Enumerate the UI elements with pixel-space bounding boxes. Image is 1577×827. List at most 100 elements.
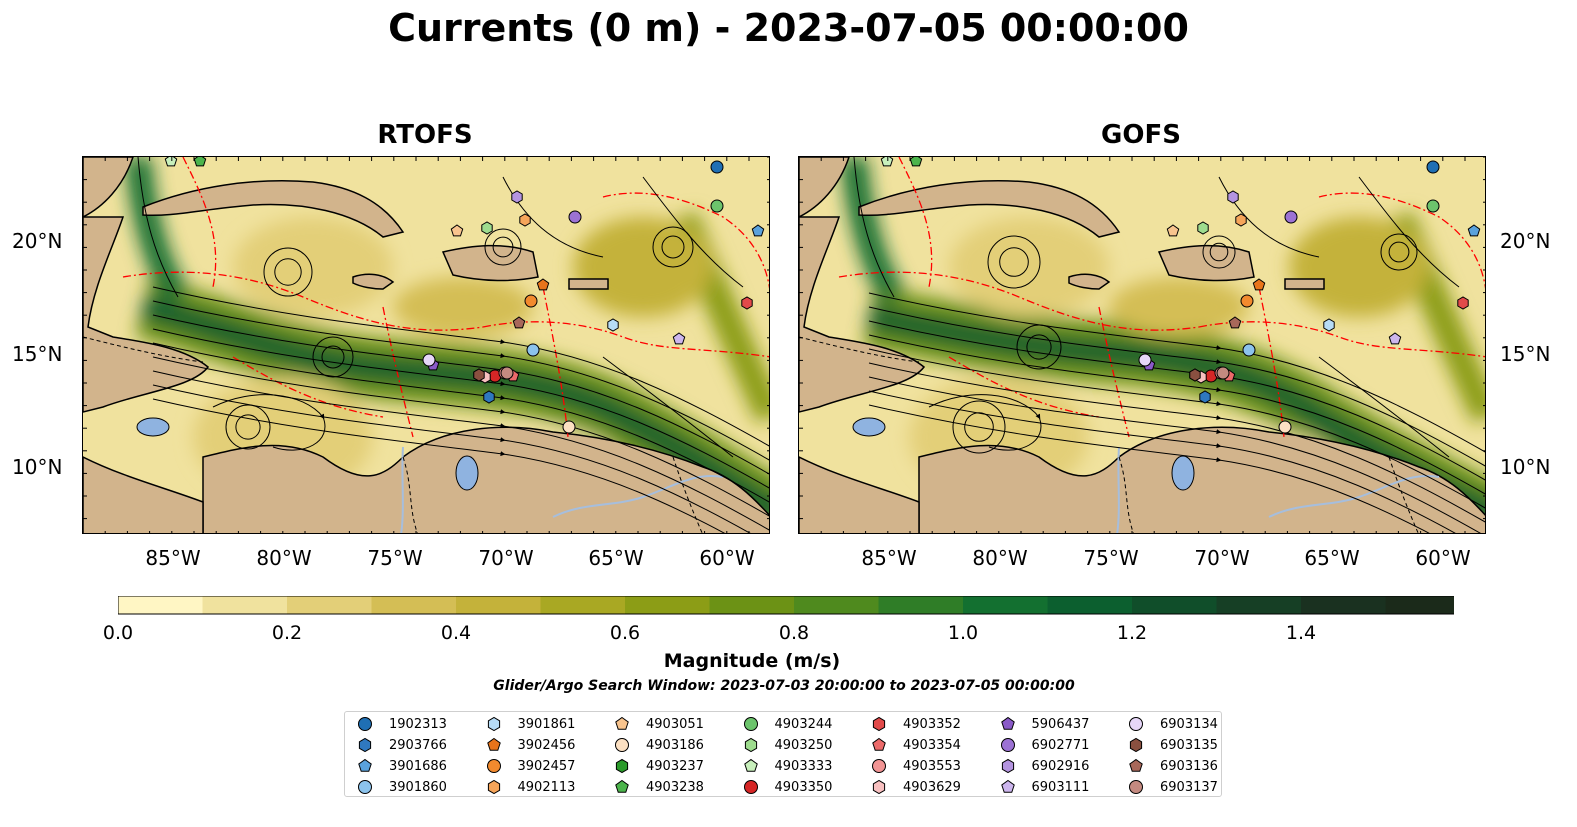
yucatan-land [799, 157, 850, 218]
eddy [274, 258, 302, 286]
eddy [484, 228, 522, 266]
eez-boundary [382, 306, 414, 438]
float-marker [422, 353, 436, 367]
rtofs-current-map [82, 156, 770, 534]
float-marker [1426, 199, 1440, 213]
eddy [235, 414, 261, 440]
legend-marker [872, 716, 886, 732]
legend-marker-icon [615, 758, 629, 774]
weak-area [393, 277, 533, 337]
float-marker [1240, 294, 1254, 308]
south-america-land [202, 426, 769, 533]
legend-marker [743, 780, 758, 794]
lon-label-65w-right: 65°W [1304, 546, 1360, 570]
legend-label: 1902313 [389, 716, 447, 732]
lake-nicaragua [852, 417, 886, 437]
legend-label: 4903250 [774, 737, 833, 753]
float-marker [524, 294, 538, 308]
legend-item: 4902113 [486, 778, 575, 796]
gofs-current-map [798, 156, 1486, 534]
legend-item: 6903111 [1000, 778, 1089, 796]
float-marker [880, 157, 894, 167]
float-marker [909, 157, 923, 167]
legend-marker-icon [1000, 738, 1015, 752]
lake-nicaragua [136, 417, 170, 437]
legend-marker [872, 737, 886, 751]
legend-label: 3902457 [517, 758, 576, 774]
eddy [1016, 324, 1062, 370]
lat-label-15n-right: 15°N [1500, 342, 1551, 366]
legend-label: 6903134 [1160, 716, 1218, 732]
legend-marker-icon [615, 716, 629, 730]
float-marker [1323, 318, 1335, 332]
colorbar-tick: 0.8 [778, 622, 810, 644]
streamline [152, 328, 769, 489]
panama-land [799, 456, 920, 533]
legend-marker-icon [743, 717, 758, 731]
colorbar-segment [540, 596, 626, 614]
streamline [868, 404, 1430, 533]
float-marker [1216, 366, 1230, 380]
legend-marker-icon [1129, 758, 1143, 772]
colorbar-segment [1216, 596, 1302, 614]
float-marker [512, 316, 526, 329]
colorbar-tick: 0.2 [271, 622, 303, 644]
legend-marker [1000, 779, 1015, 793]
legend-marker-icon [1129, 737, 1143, 753]
colorbar-tick: 1.2 [1116, 622, 1148, 644]
streamline [152, 300, 769, 461]
colorbar-tick: 0.4 [440, 622, 472, 644]
streamline [868, 348, 1485, 509]
legend-marker-icon [615, 779, 629, 793]
legend-label: 4903238 [646, 779, 704, 795]
legend-item: 4903553 [871, 757, 961, 775]
country-border [402, 456, 418, 533]
legend-marker [872, 759, 886, 773]
legend-label: 2903766 [389, 737, 447, 753]
streamline [868, 306, 1485, 467]
streamline [1318, 356, 1450, 458]
float-marker [607, 318, 619, 332]
streamline [152, 370, 769, 531]
eez-boundary [948, 356, 1100, 418]
eddy [952, 400, 1006, 454]
legend-marker [358, 758, 372, 772]
lake-maracaibo [455, 455, 479, 491]
lon-label-80w-left: 80°W [256, 546, 312, 570]
legend-marker [743, 758, 758, 772]
float-marker [710, 160, 724, 174]
eddy [263, 247, 313, 297]
eddy [1202, 235, 1236, 269]
float-marker [751, 224, 765, 237]
legend-marker-icon [486, 737, 501, 751]
colorbar-segment [963, 596, 1049, 614]
colorbar-segment [709, 596, 795, 614]
eddy [964, 412, 994, 442]
eddy [652, 226, 694, 268]
weak-area [1289, 217, 1429, 317]
streamline [152, 384, 751, 533]
lon-label-85w-right: 85°W [861, 546, 917, 570]
legend-marker [743, 717, 758, 731]
legend-item: 3901861 [486, 715, 575, 733]
legend-item: 4903250 [743, 736, 833, 754]
legend-marker [487, 716, 500, 732]
panel-title-rtofs: RTOFS [377, 120, 473, 150]
colorbar-tick: 0.0 [102, 622, 134, 644]
float-marker [473, 368, 485, 382]
legend-marker-icon [358, 737, 372, 753]
lon-label-70w-right: 70°W [1194, 546, 1250, 570]
legend-marker [615, 738, 629, 752]
float-marker [519, 213, 531, 227]
colorbar-segment [794, 596, 880, 614]
colorbar-tick: 1.0 [947, 622, 979, 644]
yucatan-land [83, 157, 134, 218]
cuba-land [142, 180, 405, 238]
legend-label: 4903244 [774, 716, 833, 732]
legend-label: 6902771 [1031, 737, 1090, 753]
streamline [868, 292, 1485, 453]
streamline [868, 390, 1456, 533]
eez-boundary [122, 271, 484, 331]
colorbar-segment [1132, 596, 1218, 614]
float-marker [483, 390, 495, 404]
